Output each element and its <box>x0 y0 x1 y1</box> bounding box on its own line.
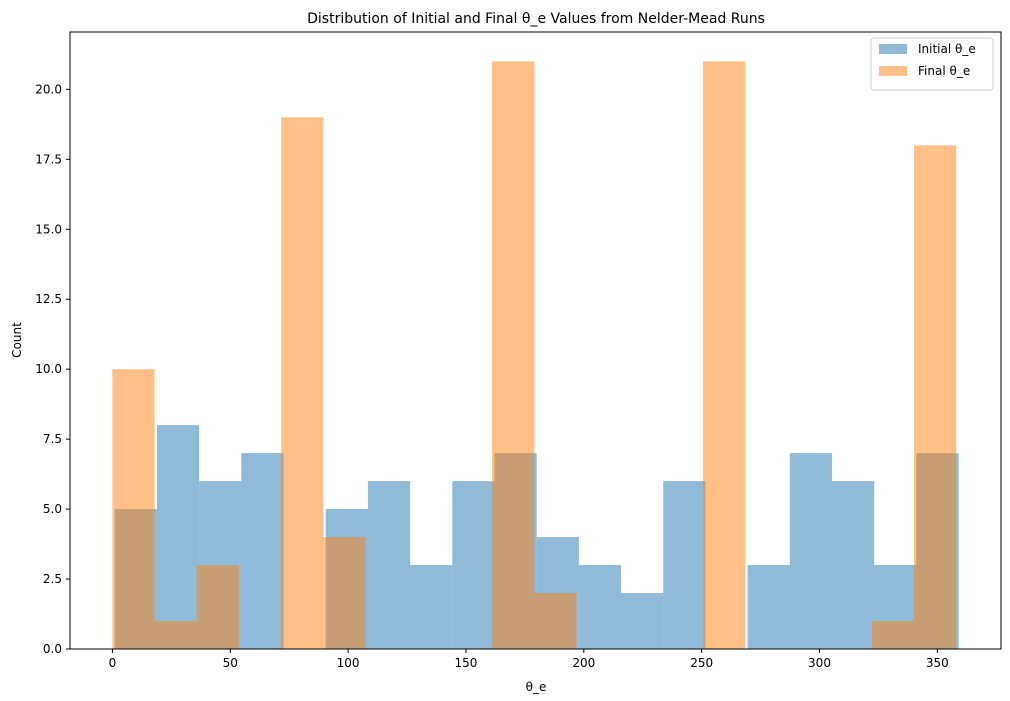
y-tick-label: 5.0 <box>43 502 62 516</box>
y-tick-label: 20.0 <box>35 82 62 96</box>
y-tick-label: 17.5 <box>35 152 62 166</box>
legend-label-final: Final θ_e <box>918 64 970 78</box>
x-tick-label: 150 <box>455 656 478 670</box>
final-bar-14 <box>703 61 746 649</box>
x-tick-label: 250 <box>690 656 713 670</box>
x-tick-label: 200 <box>572 656 595 670</box>
final-bar-1 <box>154 621 197 649</box>
y-tick-label: 15.0 <box>35 222 62 236</box>
initial-bar-15 <box>747 565 790 649</box>
y-tick-label: 12.5 <box>35 292 62 306</box>
y-tick-label: 2.5 <box>43 572 62 586</box>
chart-title: Distribution of Initial and Final θ_e Va… <box>307 11 765 27</box>
initial-bar-17 <box>832 481 875 649</box>
final-bar-18 <box>871 621 915 649</box>
legend-swatch-final <box>879 66 907 76</box>
final-bar-9 <box>492 61 535 649</box>
initial-bar-1 <box>156 425 200 649</box>
x-tick-label: 0 <box>109 656 117 670</box>
y-tick-label: 10.0 <box>35 362 62 376</box>
series-final-bars <box>112 61 957 650</box>
initial-bar-16 <box>789 453 833 649</box>
y-axis-ticks: 0.0 2.5 5.0 7.5 10.0 12.5 15.0 17.5 20.0 <box>35 82 70 656</box>
x-tick-label: 300 <box>808 656 831 670</box>
legend-swatch-initial <box>879 44 907 54</box>
initial-bar-11 <box>578 565 622 649</box>
final-bar-0 <box>112 369 155 649</box>
legend-label-initial: Initial θ_e <box>918 42 976 56</box>
initial-bar-12 <box>621 593 664 649</box>
initial-bar-6 <box>367 481 411 649</box>
x-axis-ticks: 0 50 100 150 200 250 300 350 <box>109 649 949 670</box>
final-bar-2 <box>196 565 239 649</box>
final-bar-10 <box>534 593 577 649</box>
final-bar-4 <box>281 117 324 650</box>
y-axis-label: Count <box>10 322 24 358</box>
x-tick-label: 100 <box>337 656 360 670</box>
x-tick-label: 350 <box>926 656 949 670</box>
initial-bar-13 <box>663 481 706 649</box>
initial-bar-3 <box>241 453 284 649</box>
y-tick-label: 7.5 <box>43 432 62 446</box>
initial-bar-8 <box>452 481 495 649</box>
plot-frame <box>69 31 1002 650</box>
x-tick-label: 50 <box>223 656 238 670</box>
final-bar-5 <box>323 537 366 649</box>
final-bar-19 <box>914 145 957 649</box>
legend: Initial θ_e Final θ_e <box>870 37 994 91</box>
y-tick-label: 0.0 <box>43 642 62 656</box>
initial-bar-7 <box>410 565 453 649</box>
x-axis-label: θ_e <box>526 680 547 694</box>
